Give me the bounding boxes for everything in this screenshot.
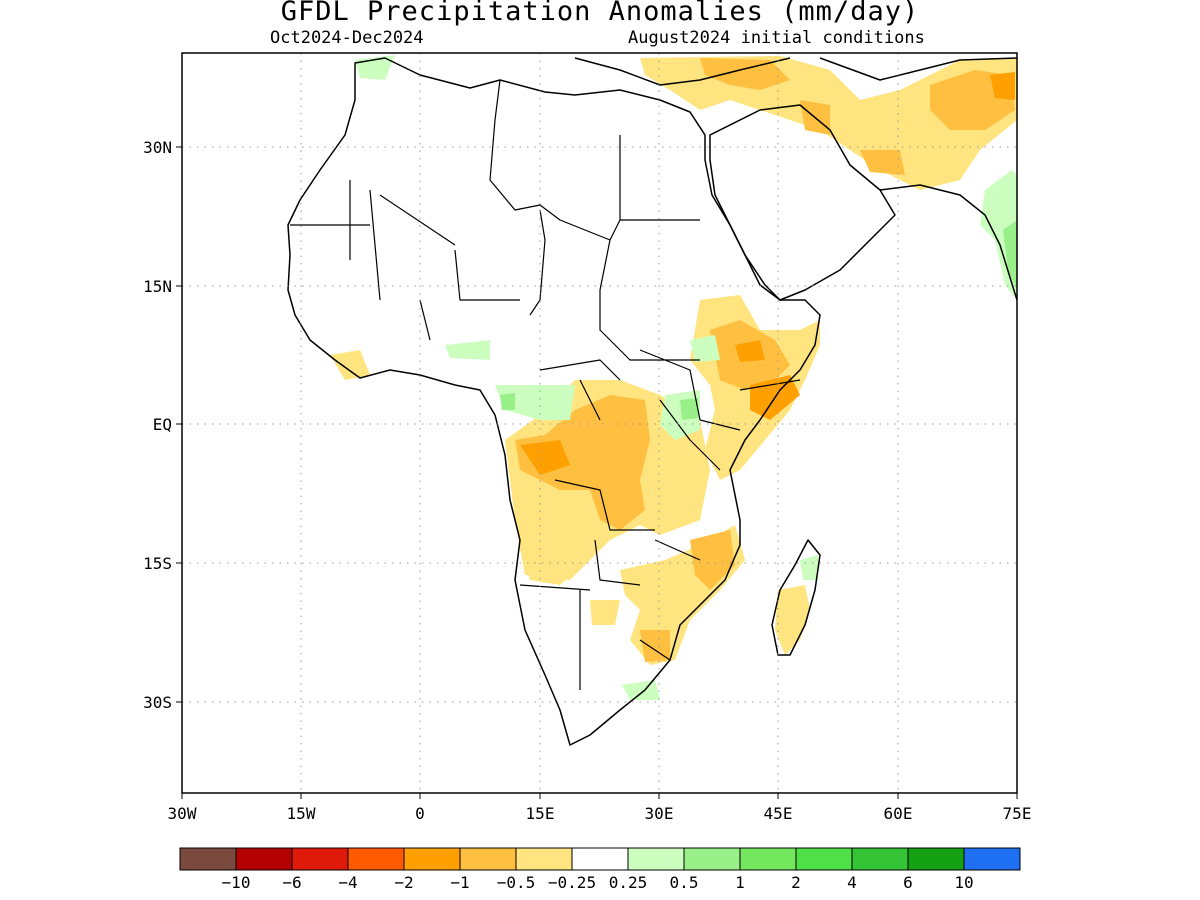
lat-label: 30N	[143, 138, 172, 157]
legend-swatch	[571, 847, 629, 871]
plot-border	[181, 52, 1018, 794]
africa-coastline	[287, 57, 821, 746]
lon-label: 75E	[1003, 804, 1032, 823]
legend-label: −0.5	[497, 873, 536, 892]
initial-conditions: August2024 initial conditions	[628, 28, 925, 48]
lat-label: 15S	[143, 554, 172, 573]
forecast-period: Oct2024-Dec2024	[270, 28, 424, 48]
anomaly-region	[680, 398, 698, 420]
anomaly-region	[690, 335, 720, 362]
legend-label: −0.25	[548, 873, 596, 892]
legend-label: 2	[791, 873, 801, 892]
legend-swatch	[235, 847, 293, 871]
legend-label: −4	[338, 873, 357, 892]
anomaly-region	[500, 393, 515, 410]
legend-swatch	[795, 847, 853, 871]
legend-label: −10	[222, 873, 251, 892]
legend-swatch	[963, 847, 1021, 871]
legend-swatch	[347, 847, 405, 871]
legend-label: 0.25	[609, 873, 648, 892]
anomaly-region	[735, 340, 765, 362]
lon-label: 30W	[168, 804, 197, 823]
anomaly-region	[640, 630, 670, 662]
lon-label: 60E	[884, 804, 913, 823]
longitude-axis: 30W 15W 0 15E 30E 45E 60E 75E	[168, 793, 1032, 823]
anomaly-region	[690, 530, 735, 590]
lat-label: 30S	[143, 693, 172, 712]
anomaly-region	[775, 585, 810, 655]
anomaly-region	[445, 340, 490, 360]
anomaly-region	[590, 600, 620, 625]
lon-label: 15W	[287, 804, 316, 823]
map-title: GFDL Precipitation Anomalies (mm/day)	[280, 0, 920, 27]
arabia-coastline	[709, 104, 896, 301]
legend-label: −1	[450, 873, 469, 892]
lon-label: 30E	[645, 804, 674, 823]
madagascar-coastline	[771, 539, 821, 656]
lon-label: 0	[415, 804, 425, 823]
anomaly-region	[990, 72, 1015, 100]
legend-label: 10	[954, 873, 973, 892]
legend-swatch	[739, 847, 797, 871]
legend-swatch	[403, 847, 461, 871]
legend-swatch	[851, 847, 909, 871]
legend-label: −6	[282, 873, 301, 892]
color-legend: −10 −6 −4 −2 −1 −0.5 −0.25 0.25 0.5 1 2 4 6 10	[179, 847, 1021, 892]
legend-swatch	[515, 847, 573, 871]
legend-swatch	[459, 847, 517, 871]
anomaly-region	[700, 58, 790, 90]
legend-label: 0.5	[670, 873, 699, 892]
anomaly-region	[1003, 220, 1017, 290]
lon-label: 45E	[764, 804, 793, 823]
legend-swatch	[683, 847, 741, 871]
legend-swatch	[179, 847, 237, 871]
anomaly-region	[515, 395, 650, 530]
anomaly-region	[520, 440, 570, 475]
coastlines-and-borders	[287, 57, 1018, 746]
lat-label: EQ	[153, 415, 172, 434]
country-borders	[290, 79, 801, 690]
lon-label: 15E	[526, 804, 555, 823]
anomaly-region	[860, 150, 905, 175]
legend-swatch	[627, 847, 685, 871]
legend-swatch	[291, 847, 349, 871]
eurasia-coastline	[574, 57, 1018, 301]
legend-label: 6	[903, 873, 913, 892]
anomaly-region	[800, 555, 818, 580]
lat-label: 15N	[143, 277, 172, 296]
legend-label: 1	[735, 873, 745, 892]
anomaly-shading	[330, 55, 1017, 700]
anomaly-region	[622, 680, 660, 700]
legend-label: 4	[847, 873, 857, 892]
legend-swatch	[907, 847, 965, 871]
anomaly-region	[330, 350, 370, 380]
legend-label: −2	[394, 873, 413, 892]
latitude-axis: 30N 15N EQ 15S 30S	[143, 138, 182, 712]
